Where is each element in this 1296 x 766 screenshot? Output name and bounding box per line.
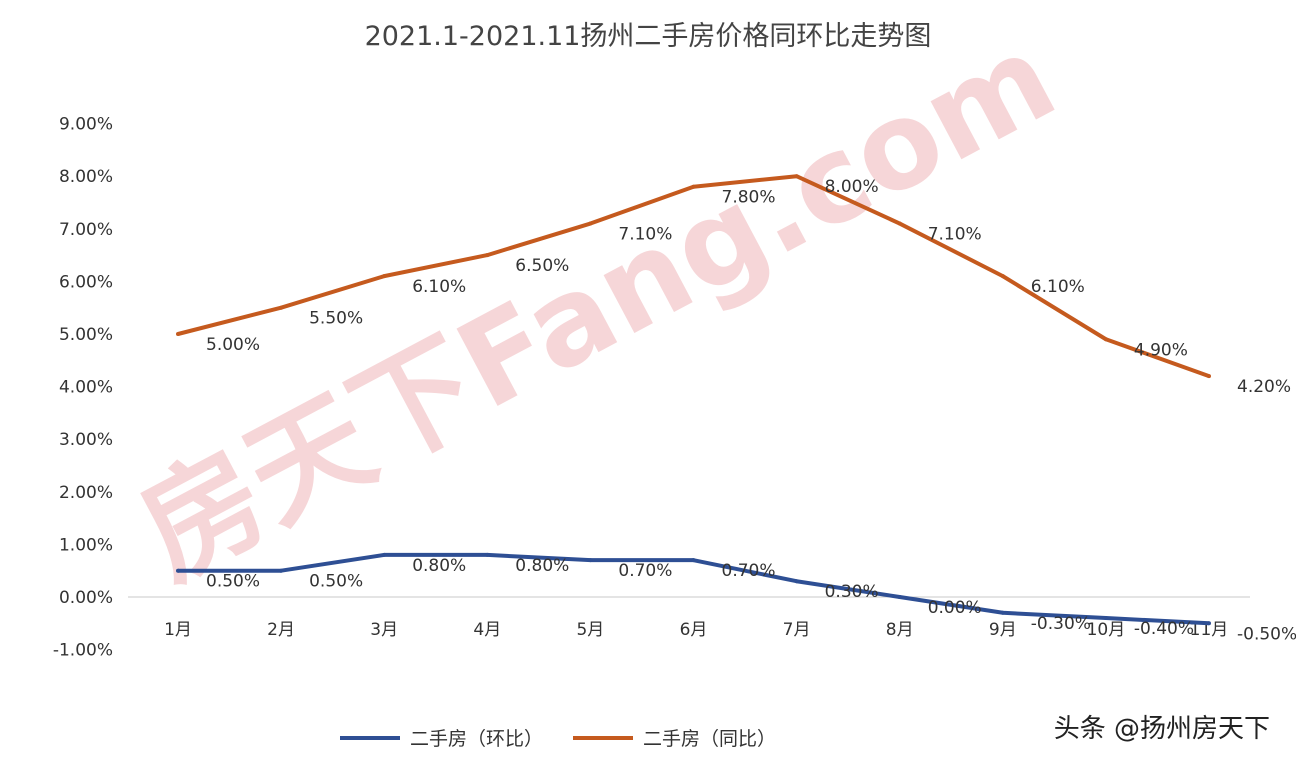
x-tick-label: 4月 <box>473 620 501 640</box>
data-point <box>897 221 902 226</box>
y-tick-label: 8.00% <box>59 167 113 187</box>
data-point <box>897 595 902 599</box>
y-tick-label: 9.00% <box>59 115 113 135</box>
data-label: 5.50% <box>309 309 363 329</box>
data-label: -0.30% <box>1031 614 1091 634</box>
data-point <box>1103 616 1108 621</box>
data-label: 0.70% <box>722 561 776 581</box>
data-label: -0.40% <box>1134 619 1194 639</box>
data-point <box>1207 374 1211 379</box>
x-tick-label: 11月 <box>1190 620 1229 640</box>
x-tick-label: 10月 <box>1087 620 1126 640</box>
data-label: 8.00% <box>825 177 879 197</box>
data-point <box>1000 274 1005 279</box>
data-label: 0.30% <box>825 582 879 602</box>
data-point <box>1207 621 1211 626</box>
data-label: -0.50% <box>1237 624 1296 644</box>
y-tick-label: 4.00% <box>59 378 113 398</box>
x-tick-label: 9月 <box>989 620 1017 640</box>
x-tick-label: 2月 <box>267 620 295 640</box>
data-label: 0.70% <box>618 561 672 581</box>
legend-item-tongbi: 二手房（同比） <box>573 724 776 751</box>
legend-label: 二手房（环比） <box>409 728 543 750</box>
data-point <box>485 253 490 258</box>
x-tick-label: 6月 <box>680 620 708 640</box>
x-tick-label: 3月 <box>370 620 398 640</box>
data-label: 0.00% <box>928 598 982 618</box>
legend-label: 二手房（同比） <box>643 728 777 750</box>
data-label: 7.10% <box>928 225 982 245</box>
x-tick-label: 1月 <box>164 620 192 640</box>
legend-swatch <box>573 735 633 740</box>
y-tick-label: 5.00% <box>59 325 113 345</box>
data-point <box>794 174 799 179</box>
y-tick-label: 7.00% <box>59 220 113 240</box>
data-label: 5.00% <box>206 335 260 355</box>
data-point <box>382 552 387 557</box>
legend: 二手房（环比） 二手房（同比） <box>0 724 1296 751</box>
x-tick-label: 7月 <box>783 620 811 640</box>
data-label: 4.20% <box>1237 377 1291 397</box>
data-label: 0.80% <box>515 556 569 576</box>
y-tick-label: 6.00% <box>59 272 113 292</box>
data-point <box>176 568 180 573</box>
data-point <box>279 305 284 310</box>
data-point <box>1000 610 1005 615</box>
data-label: 6.10% <box>1031 277 1085 297</box>
y-tick-label: 0.00% <box>59 588 113 608</box>
x-tick-label: 8月 <box>886 620 914 640</box>
data-point <box>588 558 593 563</box>
data-label: 6.50% <box>515 256 569 276</box>
data-point <box>1103 337 1108 342</box>
chart-title: 2021.1-2021.11扬州二手房价格同环比走势图 <box>364 21 932 52</box>
x-tick-label: 5月 <box>576 620 604 640</box>
y-tick-label: 2.00% <box>59 483 113 503</box>
data-label: 4.90% <box>1134 340 1188 360</box>
data-point <box>485 552 490 557</box>
watermark-logo: 房天下Fang.com <box>118 8 1076 606</box>
y-tick-label: 3.00% <box>59 430 113 450</box>
data-point <box>176 332 180 336</box>
data-point <box>382 274 387 279</box>
data-point <box>691 558 696 563</box>
legend-swatch <box>339 735 400 740</box>
y-tick-label: 1.00% <box>59 535 113 555</box>
data-label: 7.10% <box>618 225 672 245</box>
data-point <box>588 221 593 226</box>
data-point <box>794 579 799 584</box>
data-label: 0.50% <box>206 572 260 592</box>
data-label: 0.80% <box>412 556 466 576</box>
data-label: 6.10% <box>412 277 466 297</box>
data-point <box>279 568 284 573</box>
data-label: 7.80% <box>722 188 776 208</box>
data-label: 0.50% <box>309 572 363 592</box>
y-tick-label: -1.00% <box>53 641 113 661</box>
data-point <box>691 184 696 189</box>
legend-item-huanbi: 二手房（环比） <box>339 724 543 751</box>
corner-watermark: 头条 @扬州房天下 <box>1053 714 1270 744</box>
